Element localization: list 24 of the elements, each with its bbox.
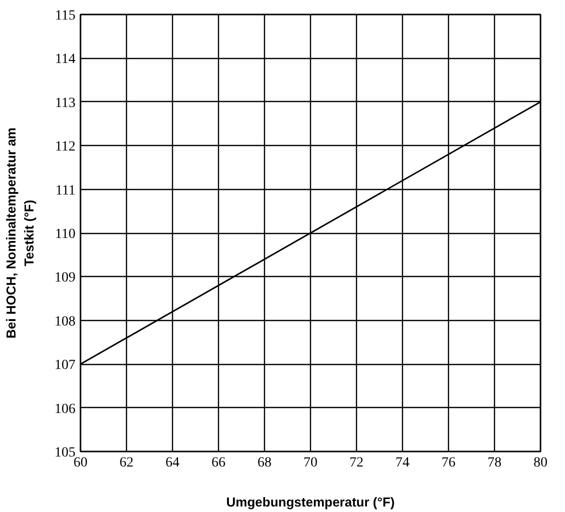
x-tick-label: 62	[120, 456, 134, 470]
y-tick-label: 105	[54, 446, 76, 460]
x-axis-title: Umgebungstemperatur (°F)	[226, 494, 395, 510]
x-tick-label: 66	[212, 456, 226, 470]
y-tick-label: 108	[54, 314, 76, 330]
y-tick-label: 106	[54, 402, 76, 417]
y-tick-label: 107	[54, 358, 76, 374]
x-tick-label: 80	[534, 456, 548, 470]
x-tick-label: 78	[488, 456, 502, 470]
y-tick-label: 113	[55, 96, 76, 111]
y-tick-label: 114	[55, 52, 76, 68]
x-tick-label: 68	[258, 456, 272, 470]
x-tick-label: 72	[350, 456, 364, 470]
y-tick-label: 112	[55, 140, 76, 155]
y-tick-label: 110	[55, 227, 76, 242]
y-tick-label: 111	[56, 183, 76, 198]
y-axis-title: Bei HOCH, Nominaltemperatur am Testkit (°F)	[4, 128, 36, 338]
x-tick-label: 76	[442, 456, 456, 470]
x-tick-label: 60	[74, 456, 88, 470]
x-tick-label: 74	[396, 456, 410, 470]
y-tick-label: 109	[54, 270, 76, 286]
x-tick-label: 70	[304, 456, 318, 470]
x-tick-label: 64	[166, 456, 180, 470]
y-tick-label: 115	[55, 8, 76, 24]
